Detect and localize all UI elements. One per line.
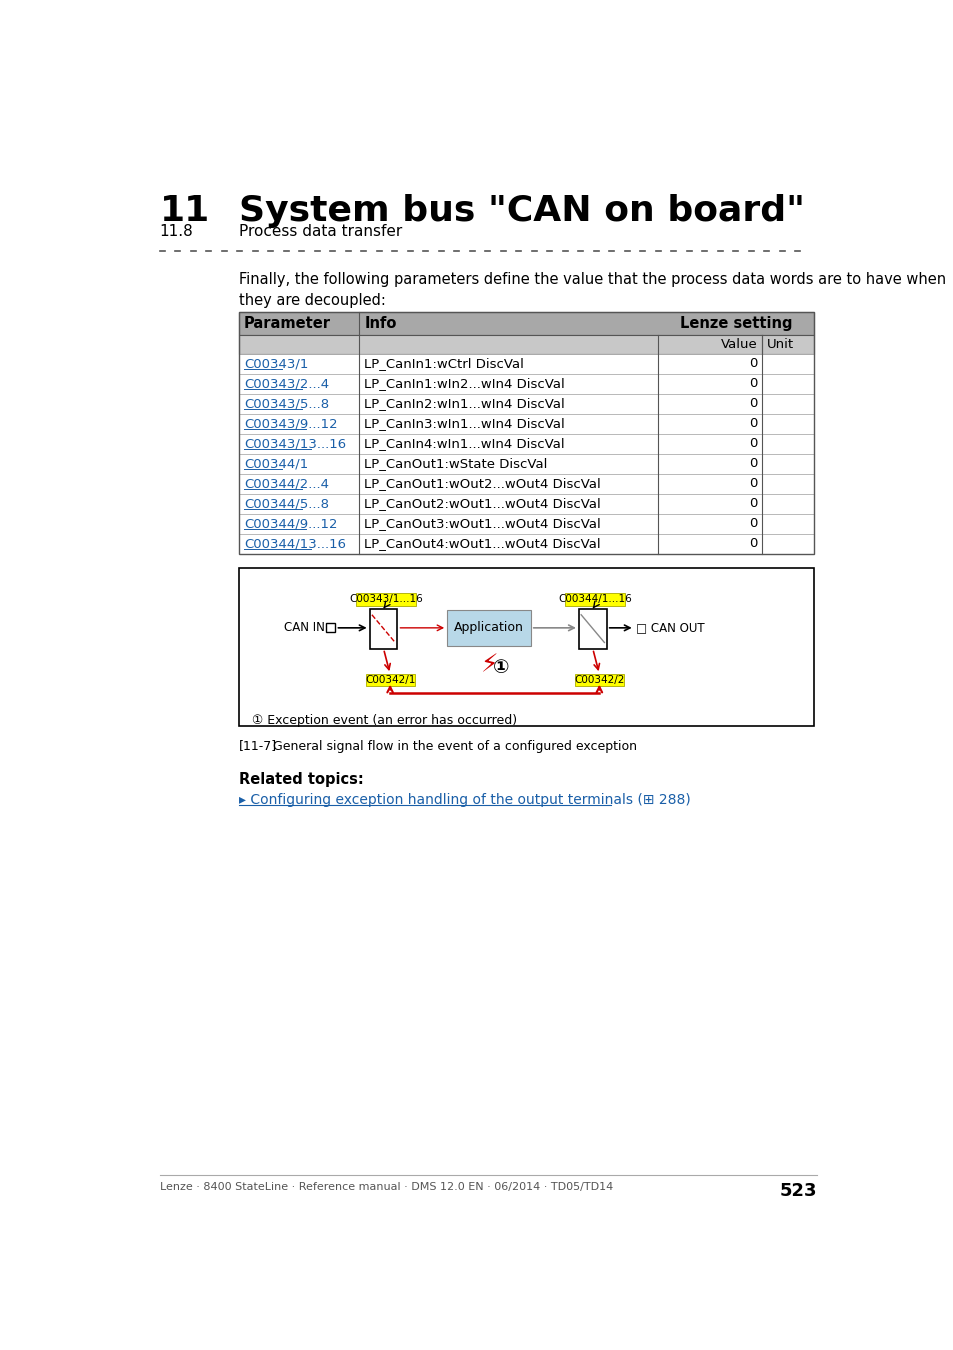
Text: [11-7]: [11-7]	[239, 740, 277, 752]
Text: 0: 0	[749, 497, 757, 510]
Text: 0: 0	[749, 478, 757, 490]
Text: C00344/1...16: C00344/1...16	[558, 594, 631, 605]
Text: ⚡: ⚡	[481, 653, 498, 678]
Text: C00344/1: C00344/1	[244, 458, 308, 470]
Bar	[239, 354, 814, 374]
Text: Application: Application	[454, 621, 523, 634]
Text: C00342/1: C00342/1	[365, 675, 415, 686]
Bar	[239, 568, 814, 726]
Text: C00344/13...16: C00344/13...16	[244, 537, 346, 551]
Bar	[239, 312, 814, 554]
Text: C00343/13...16: C00343/13...16	[244, 437, 346, 451]
Bar	[578, 609, 606, 648]
Bar	[239, 514, 814, 533]
Text: Finally, the following parameters define the value that the process data words a: Finally, the following parameters define…	[239, 273, 945, 308]
Text: Lenze · 8400 StateLine · Reference manual · DMS 12.0 EN · 06/2014 · TD05/TD14: Lenze · 8400 StateLine · Reference manua…	[159, 1183, 612, 1192]
Text: Parameter: Parameter	[244, 316, 331, 331]
Text: CAN IN: CAN IN	[283, 621, 324, 634]
Text: Unit: Unit	[766, 338, 794, 351]
Text: ▸ Configuring exception handling of the output terminals (⊞ 288): ▸ Configuring exception handling of the …	[239, 794, 690, 807]
Text: LP_CanOut3:wOut1...wOut4 DiscVal: LP_CanOut3:wOut1...wOut4 DiscVal	[364, 517, 600, 531]
Text: □ CAN OUT: □ CAN OUT	[636, 621, 704, 634]
Text: C00343/5...8: C00343/5...8	[244, 397, 329, 410]
Text: LP_CanOut1:wOut2...wOut4 DiscVal: LP_CanOut1:wOut2...wOut4 DiscVal	[364, 478, 600, 490]
Text: LP_CanIn1:wIn2...wIn4 DiscVal: LP_CanIn1:wIn2...wIn4 DiscVal	[364, 377, 564, 390]
Text: 0: 0	[749, 437, 757, 451]
Text: C00342/2: C00342/2	[574, 675, 624, 686]
Text: 0: 0	[749, 458, 757, 470]
Text: 0: 0	[749, 517, 757, 531]
Bar	[326, 624, 335, 632]
Text: 0: 0	[749, 358, 757, 370]
Bar	[239, 312, 814, 335]
Text: Lenze setting: Lenze setting	[679, 316, 792, 331]
Bar	[239, 374, 814, 394]
Text: LP_CanOut4:wOut1...wOut4 DiscVal: LP_CanOut4:wOut1...wOut4 DiscVal	[364, 537, 600, 551]
Text: LP_CanIn2:wIn1...wIn4 DiscVal: LP_CanIn2:wIn1...wIn4 DiscVal	[364, 397, 564, 410]
Text: 0: 0	[749, 377, 757, 390]
Text: 0: 0	[749, 397, 757, 410]
Text: C00343/9...12: C00343/9...12	[244, 417, 337, 431]
Text: C00344/5...8: C00344/5...8	[244, 497, 329, 510]
Text: ①: ①	[492, 659, 509, 678]
Text: 11.8: 11.8	[159, 224, 193, 239]
Text: Process data transfer: Process data transfer	[239, 224, 402, 239]
Text: LP_CanIn4:wIn1...wIn4 DiscVal: LP_CanIn4:wIn1...wIn4 DiscVal	[364, 437, 564, 451]
Text: 11: 11	[159, 194, 210, 228]
Text: C00344/2...4: C00344/2...4	[244, 478, 329, 490]
Bar	[239, 335, 814, 354]
Text: System bus "CAN on board": System bus "CAN on board"	[239, 194, 804, 228]
Bar	[564, 593, 624, 606]
Bar	[239, 394, 814, 414]
Text: 0: 0	[749, 417, 757, 431]
Bar	[447, 610, 530, 645]
Text: Related topics:: Related topics:	[239, 772, 364, 787]
Bar	[239, 494, 814, 514]
Bar	[575, 674, 623, 686]
Bar	[239, 433, 814, 454]
Text: 0: 0	[749, 537, 757, 551]
Bar	[239, 474, 814, 494]
Bar	[369, 609, 397, 648]
Bar	[365, 674, 415, 686]
Text: LP_CanOut1:wState DiscVal: LP_CanOut1:wState DiscVal	[364, 458, 547, 470]
Text: Value: Value	[720, 338, 757, 351]
Bar	[355, 593, 416, 606]
Text: C00344/9...12: C00344/9...12	[244, 517, 337, 531]
Bar	[239, 454, 814, 474]
Text: LP_CanOut2:wOut1...wOut4 DiscVal: LP_CanOut2:wOut1...wOut4 DiscVal	[364, 497, 600, 510]
Bar	[239, 533, 814, 554]
Text: C00343/1: C00343/1	[244, 358, 308, 370]
Text: ① Exception event (an error has occurred): ① Exception event (an error has occurred…	[252, 714, 517, 728]
Bar	[239, 414, 814, 433]
Text: C00343/2...4: C00343/2...4	[244, 377, 329, 390]
Text: Info: Info	[364, 316, 396, 331]
Text: C00343/1...16: C00343/1...16	[349, 594, 422, 605]
Text: LP_CanIn1:wCtrl DiscVal: LP_CanIn1:wCtrl DiscVal	[364, 358, 523, 370]
Text: 523: 523	[779, 1183, 816, 1200]
Text: LP_CanIn3:wIn1...wIn4 DiscVal: LP_CanIn3:wIn1...wIn4 DiscVal	[364, 417, 564, 431]
Text: General signal flow in the event of a configured exception: General signal flow in the event of a co…	[274, 740, 637, 752]
